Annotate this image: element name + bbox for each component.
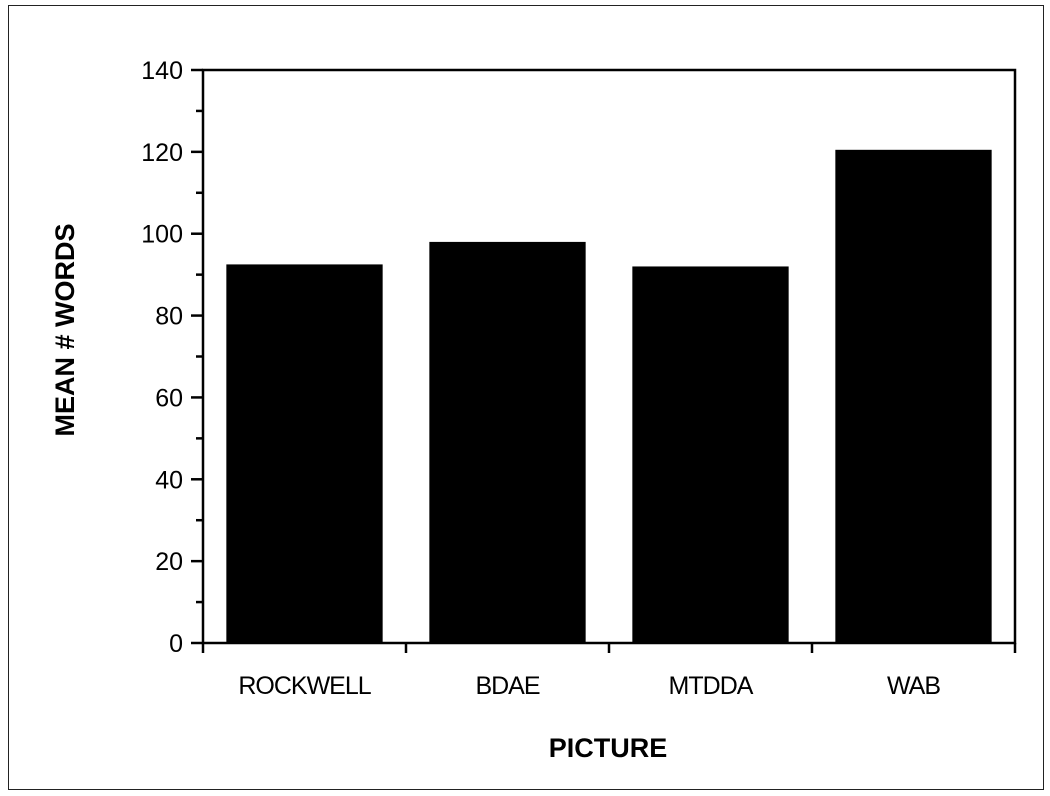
- bar-bdae: [429, 241, 586, 643]
- y-tick-label: 20: [155, 548, 183, 576]
- y-tick-label: 60: [155, 384, 183, 412]
- bar-mtdda: [632, 266, 789, 643]
- x-tick-label-mtdda: MTDDA: [669, 672, 754, 700]
- y-ticks-group: 0 20 40 60 80 100 120 140: [141, 57, 203, 658]
- y-tick-label: 140: [141, 57, 183, 85]
- y-tick-label: 120: [141, 139, 183, 167]
- x-tick-label-wab: WAB: [887, 672, 940, 700]
- x-tick-label-rockwell: ROCKWELL: [238, 672, 371, 700]
- bar-wab: [835, 149, 992, 643]
- x-ticks-group: ROCKWELL BDAE MTDDA WAB: [201, 643, 1017, 700]
- y-tick-label: 100: [141, 221, 183, 249]
- y-tick-label: 40: [155, 466, 183, 494]
- figure-frame: [8, 5, 1044, 790]
- bars-group: [226, 149, 992, 643]
- bar-rockwell: [226, 264, 383, 643]
- y-tick-label: 80: [155, 303, 183, 331]
- y-tick-label: 0: [169, 630, 183, 658]
- y-axis-title: MEAN # WORDS: [50, 223, 80, 436]
- x-tick-label-bdae: BDAE: [475, 672, 539, 700]
- x-axis-title: PICTURE: [549, 733, 668, 763]
